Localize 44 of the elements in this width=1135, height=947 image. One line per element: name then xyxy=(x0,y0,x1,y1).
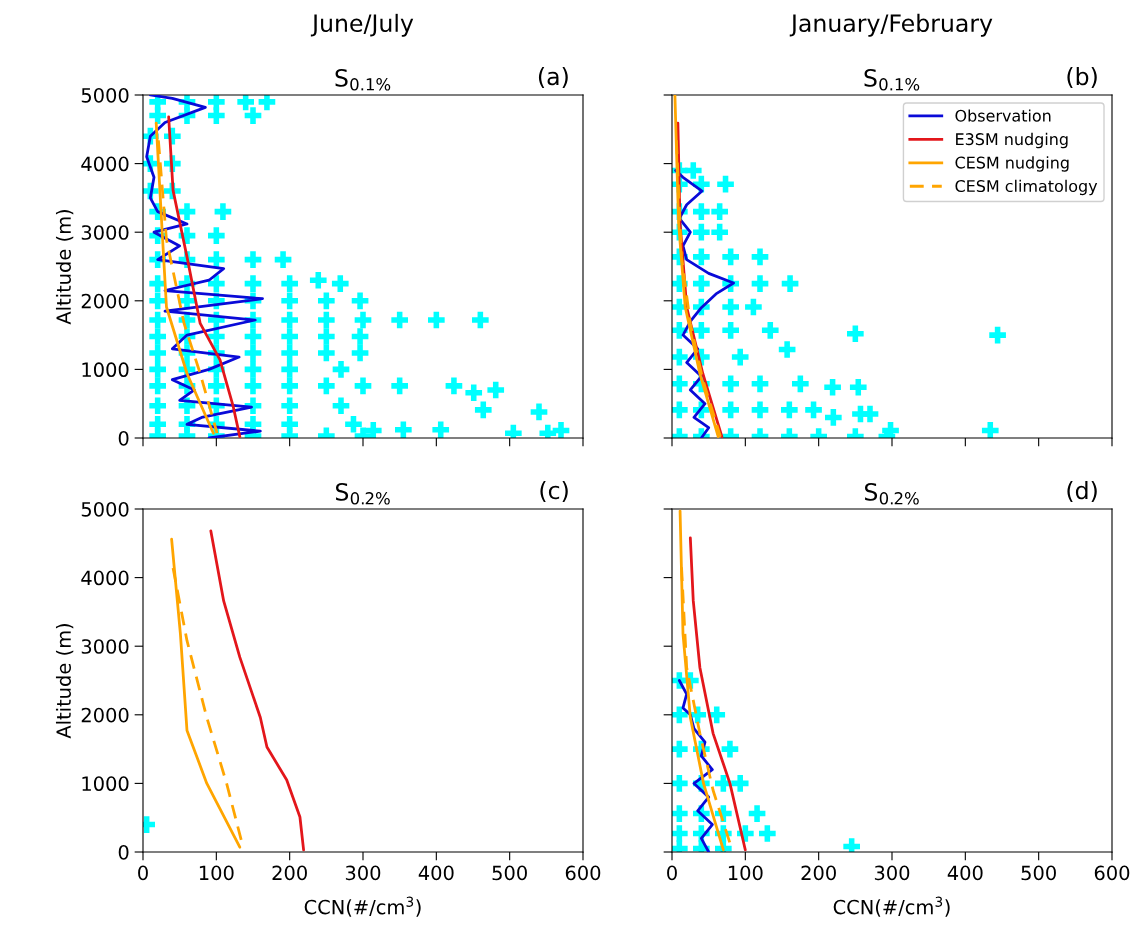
text: (b) xyxy=(1067,67,1097,89)
x-axis-title: CCN(#/cm$^{3}$) xyxy=(833,896,950,917)
x-tick-label: 200 xyxy=(272,865,307,881)
chart-subtitle: S$_{0.2%}$ xyxy=(335,482,390,505)
y-tick-label: 1000 xyxy=(82,362,129,378)
y-tick-label: 0 xyxy=(118,430,129,446)
x-tick-label: 600 xyxy=(1094,865,1130,881)
y-tick-label: 2000 xyxy=(81,707,129,723)
y-tick-label: 3000 xyxy=(81,639,129,654)
legend-label: E3SM nudging xyxy=(956,132,1068,149)
x-tick-label: 100 xyxy=(728,865,763,881)
x-tick-label: 300 xyxy=(345,865,381,881)
text: (c) xyxy=(540,481,568,503)
x-tick-label: 300 xyxy=(874,865,910,881)
chart-title: June/July xyxy=(310,13,414,37)
x-tick-label: 100 xyxy=(199,865,234,881)
chart-subtitle: S$_{0.2%}$ xyxy=(864,482,919,505)
y-axis-title: Altitude (m) xyxy=(55,624,74,739)
legend-label: CESM climatology xyxy=(955,179,1098,196)
x-tick-label: 600 xyxy=(565,865,601,881)
y-tick-label: 0 xyxy=(118,844,129,860)
chart-subtitle: S$_{0.1%}$ xyxy=(335,68,391,91)
y-tick-label: 3000 xyxy=(81,225,129,240)
legend-label: Observation xyxy=(955,109,1051,122)
y-tick-label: 4000 xyxy=(81,570,129,586)
y-tick-label: 5000 xyxy=(81,87,129,103)
legend-label: CESM nudging xyxy=(955,156,1069,172)
text: (d) xyxy=(1067,481,1097,503)
chart-title: January/February xyxy=(789,13,993,37)
text: (a) xyxy=(538,67,568,89)
x-axis-title: CCN(#/cm$^{3}$) xyxy=(304,896,421,917)
x-tick-label: 0 xyxy=(138,865,148,881)
y-tick-label: 2000 xyxy=(81,293,129,309)
x-tick-label: 0 xyxy=(667,865,677,881)
y-tick-label: 5000 xyxy=(81,501,129,517)
y-tick-label: 4000 xyxy=(81,156,129,172)
y-axis-title: Altitude (m) xyxy=(55,210,74,325)
x-tick-label: 400 xyxy=(947,865,983,881)
x-tick-label: 500 xyxy=(1021,865,1056,881)
chart-subtitle: S$_{0.1%}$ xyxy=(864,68,920,91)
x-tick-label: 400 xyxy=(418,865,454,881)
x-tick-label: 500 xyxy=(492,865,527,881)
x-tick-label: 200 xyxy=(801,865,836,881)
y-tick-label: 1000 xyxy=(82,776,129,792)
